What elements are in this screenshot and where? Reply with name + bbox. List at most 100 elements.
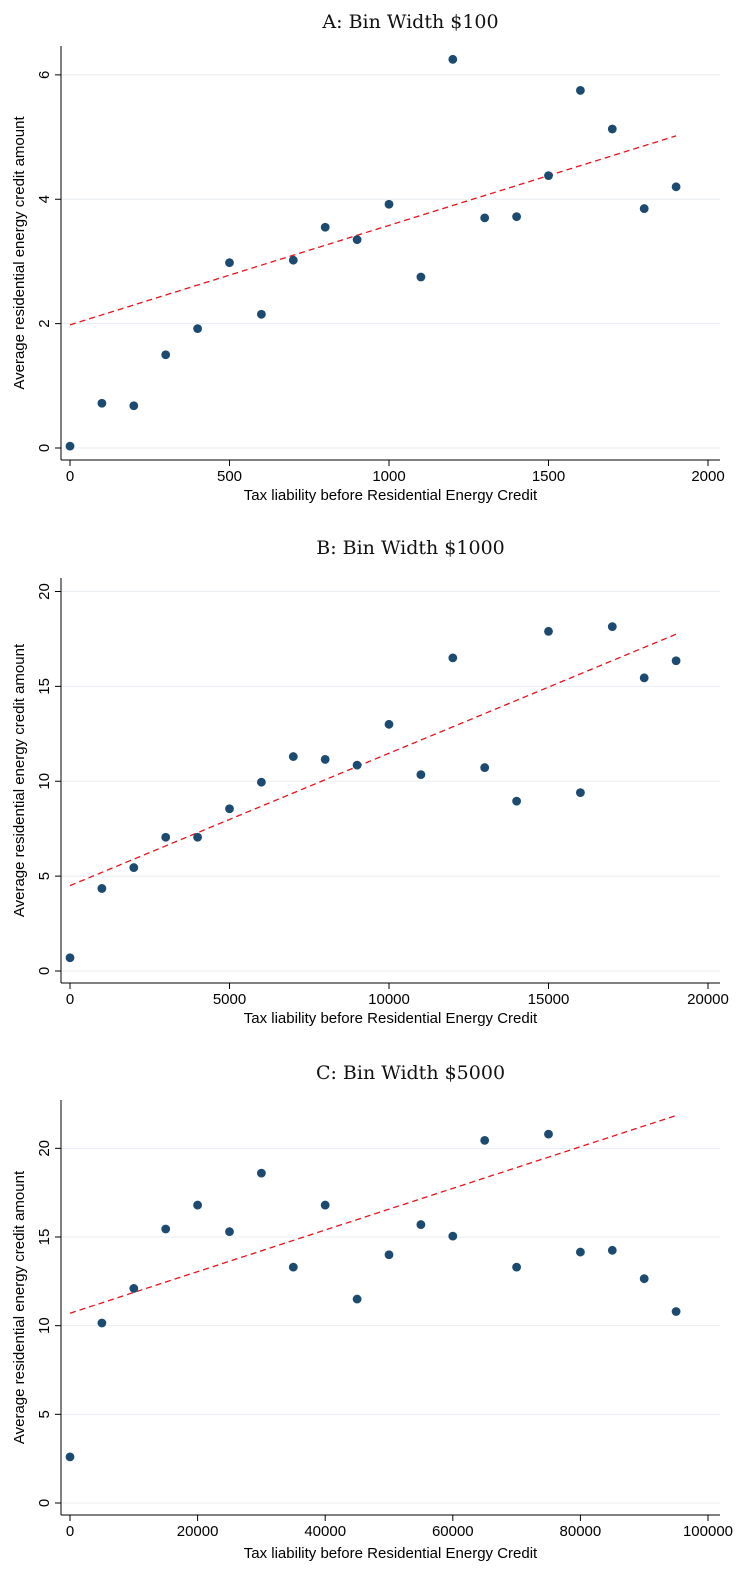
x-tick-label: 60000 xyxy=(432,1523,474,1540)
data-point xyxy=(448,653,458,663)
data-point xyxy=(639,204,649,213)
data-point xyxy=(129,401,139,411)
y-tick-label: 2 xyxy=(36,319,53,327)
chart-title: A: Bin Width $100 xyxy=(321,11,498,33)
x-axis-title: Tax liability before Residential Energy … xyxy=(244,487,538,504)
data-point xyxy=(576,788,585,798)
y-axis-title: Average residential energy credit amount xyxy=(11,116,28,390)
data-point xyxy=(225,1227,234,1237)
data-point xyxy=(129,1284,139,1293)
data-point xyxy=(193,832,203,842)
data-point xyxy=(257,309,266,319)
fit-line xyxy=(69,1114,677,1314)
data-point xyxy=(65,1452,75,1462)
data-point xyxy=(288,255,298,265)
x-tick-label: 1500 xyxy=(532,468,565,485)
data-point xyxy=(448,1231,458,1241)
scatter-plot-c: C: Bin Width $5000 0 20000 40000 60000 80000 1… xyxy=(11,1062,733,1562)
y-tick-label: 10 xyxy=(36,773,53,790)
data-point xyxy=(607,124,617,134)
x-tick-label: 10000 xyxy=(368,991,410,1008)
fit-line xyxy=(69,633,677,887)
y-tick-label: 0 xyxy=(36,1499,53,1507)
x-tick-label: 100000 xyxy=(683,1523,733,1540)
data-point xyxy=(639,1274,649,1284)
data-point xyxy=(257,1168,266,1178)
data-point xyxy=(257,777,266,787)
chart-title: C: Bin Width $5000 xyxy=(316,1062,505,1084)
y-tick-label: 15 xyxy=(36,678,53,695)
x-tick-label: 15000 xyxy=(528,991,570,1008)
data-point xyxy=(352,1294,362,1304)
data-point xyxy=(288,1262,298,1272)
data-point xyxy=(352,235,362,245)
y-tick-label: 5 xyxy=(36,1410,53,1418)
data-point xyxy=(352,760,362,770)
data-point xyxy=(480,763,490,772)
y-tick-label: 0 xyxy=(36,967,53,975)
data-point xyxy=(607,622,617,631)
scatter-plot-a: A: Bin Width $100 0 500 1000 1500 2000 0 2 4 6 Tax… xyxy=(11,11,725,504)
x-tick-label: 5000 xyxy=(213,991,246,1008)
data-point xyxy=(512,796,521,806)
data-point xyxy=(544,626,553,636)
x-tick-label: 20000 xyxy=(687,991,729,1008)
data-point xyxy=(416,1220,426,1229)
data-point xyxy=(161,832,171,842)
data-point xyxy=(576,1247,585,1257)
chart-title: B: Bin Width $1000 xyxy=(316,537,505,559)
fit-line xyxy=(69,135,677,326)
data-point xyxy=(384,719,394,729)
data-point xyxy=(288,752,298,761)
data-point xyxy=(161,1224,171,1234)
y-tick-label: 0 xyxy=(36,444,53,452)
data-point xyxy=(416,770,426,780)
x-tick-label: 0 xyxy=(66,468,74,485)
x-tick-label: 0 xyxy=(66,991,74,1008)
scatter-plot-b: B: Bin Width $1000 0 5000 10000 15000 20000 0 5… xyxy=(11,537,729,1027)
data-point xyxy=(671,656,681,666)
y-tick-label: 15 xyxy=(36,1229,53,1246)
x-tick-label: 20000 xyxy=(177,1523,219,1540)
x-axis-title: Tax liability before Residential Energy … xyxy=(244,1545,538,1562)
data-point xyxy=(512,212,521,222)
data-point xyxy=(65,953,75,963)
x-tick-label: 2000 xyxy=(691,468,724,485)
data-point xyxy=(576,86,585,95)
data-point xyxy=(639,673,649,683)
data-point xyxy=(607,1245,617,1255)
y-tick-label: 6 xyxy=(36,71,53,79)
data-point xyxy=(225,258,234,268)
x-tick-label: 40000 xyxy=(304,1523,346,1540)
data-point xyxy=(448,54,458,64)
data-point xyxy=(193,1200,203,1210)
data-point xyxy=(320,755,330,764)
data-point xyxy=(65,441,75,451)
chart-panel-a: A: Bin Width $100 0 500 1000 1500 2000 0 2 4 6 Tax… xyxy=(0,0,745,525)
x-tick-label: 0 xyxy=(66,1523,74,1540)
x-tick-label: 1000 xyxy=(372,468,405,485)
data-point xyxy=(480,213,490,223)
chart-panel-b: B: Bin Width $1000 0 5000 10000 15000 20000 0 5… xyxy=(0,525,745,1050)
y-tick-label: 4 xyxy=(36,195,53,203)
y-tick-label: 10 xyxy=(36,1317,53,1334)
data-point xyxy=(161,350,171,360)
x-tick-label: 500 xyxy=(217,468,242,485)
y-tick-label: 20 xyxy=(36,1140,53,1157)
data-point xyxy=(671,1307,681,1316)
x-tick-label: 80000 xyxy=(560,1523,602,1540)
y-tick-label: 20 xyxy=(36,583,53,600)
data-point xyxy=(480,1135,490,1145)
data-point xyxy=(416,272,426,282)
data-point xyxy=(384,1250,394,1260)
data-point xyxy=(384,199,394,209)
chart-panel-c: C: Bin Width $5000 0 20000 40000 60000 80000 1… xyxy=(0,1050,745,1579)
data-point xyxy=(225,804,234,814)
data-point xyxy=(512,1262,521,1272)
x-axis-title: Tax liability before Residential Energy … xyxy=(244,1010,538,1027)
y-axis-title: Average residential energy credit amount xyxy=(11,643,28,917)
data-point xyxy=(544,171,553,181)
y-axis-title: Average residential energy credit amount xyxy=(11,1170,28,1444)
data-point xyxy=(129,863,139,872)
data-point xyxy=(671,182,681,192)
